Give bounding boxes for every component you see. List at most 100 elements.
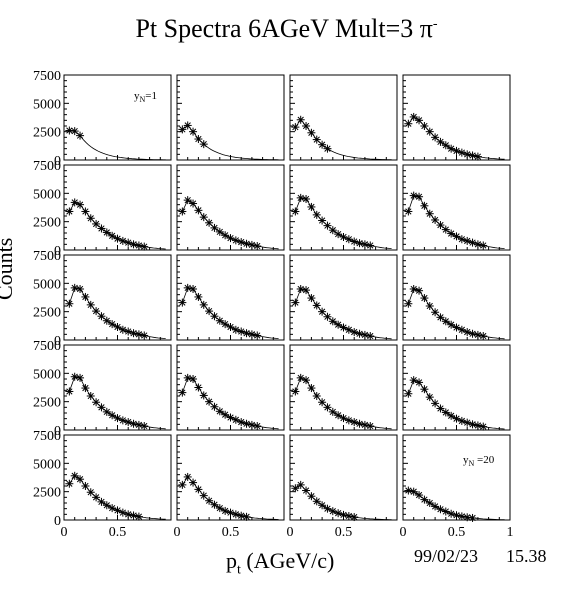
data-point <box>318 140 327 149</box>
data-point <box>237 418 246 427</box>
data-point <box>328 317 337 326</box>
panel-frame <box>289 434 398 521</box>
x-axis-label: pt (AGeV/c) <box>226 548 335 578</box>
data-point <box>307 202 316 211</box>
data-point <box>473 240 482 249</box>
data-point <box>210 223 219 232</box>
x-tick-label: 0 <box>400 525 407 540</box>
data-point <box>253 422 262 431</box>
panel-frame <box>63 74 172 161</box>
data-point <box>420 201 429 210</box>
data-point <box>334 230 343 239</box>
data-point <box>302 376 311 385</box>
data-point <box>312 135 321 144</box>
data-point <box>409 191 418 200</box>
data-point <box>215 227 224 236</box>
data-point <box>92 493 101 502</box>
data-point <box>97 497 106 506</box>
data-point <box>409 112 418 121</box>
data-point <box>312 392 321 400</box>
data-point <box>441 225 450 234</box>
y-tick-label: 7500 <box>33 159 61 174</box>
data-point <box>134 241 143 250</box>
data-point <box>92 398 101 407</box>
y-tick-label: 0 <box>54 514 61 529</box>
data-point <box>86 488 95 497</box>
data-point <box>189 199 198 208</box>
data-point <box>178 298 187 307</box>
data-point <box>134 420 143 429</box>
data-point <box>118 416 127 425</box>
data-point <box>350 237 359 246</box>
data-point <box>205 397 214 406</box>
data-point <box>457 235 466 244</box>
data-point <box>81 292 90 301</box>
data-point <box>463 513 472 522</box>
data-point <box>323 403 332 412</box>
data-point <box>70 471 79 480</box>
data-point <box>463 236 472 245</box>
data-point <box>452 414 461 423</box>
data-point <box>118 508 127 517</box>
panel-frame <box>176 74 285 161</box>
y-axis-label: Counts <box>0 237 17 300</box>
data-point <box>355 419 364 428</box>
data-point <box>425 209 434 218</box>
data-point <box>360 240 369 249</box>
data-point <box>129 419 138 428</box>
data-point <box>124 327 133 336</box>
data-point <box>302 486 311 495</box>
data-point <box>447 229 456 238</box>
data-point <box>420 495 429 504</box>
y-tick-label: 5000 <box>33 457 61 472</box>
data-point <box>194 135 203 144</box>
data-point <box>350 418 359 427</box>
data-point <box>194 485 203 494</box>
data-point <box>312 210 321 219</box>
data-point <box>415 286 424 295</box>
data-point <box>124 510 133 519</box>
data-point <box>425 499 434 507</box>
data-point <box>81 482 90 490</box>
y-tick-label: 2500 <box>33 306 61 321</box>
data-point <box>344 512 353 521</box>
x-tick-label: 0.5 <box>448 525 466 540</box>
data-point <box>355 239 364 248</box>
data-point <box>242 512 251 521</box>
data-point <box>215 316 224 325</box>
data-point <box>457 148 466 157</box>
data-point <box>199 140 208 149</box>
data-point <box>296 285 305 293</box>
data-point <box>323 221 332 230</box>
data-point <box>307 384 316 393</box>
y-tick-label: 5000 <box>33 97 61 112</box>
data-point <box>102 228 111 237</box>
data-point <box>302 195 311 203</box>
data-point <box>318 307 327 316</box>
data-point <box>210 312 219 321</box>
data-point <box>129 511 138 520</box>
data-point <box>189 478 198 487</box>
data-point <box>291 387 300 396</box>
data-point <box>366 332 375 341</box>
data-point <box>76 131 85 140</box>
data-point <box>436 313 445 322</box>
data-point <box>425 302 434 310</box>
data-point <box>210 500 219 509</box>
data-point <box>247 330 256 339</box>
data-point <box>65 207 74 216</box>
data-point <box>328 226 337 235</box>
data-point <box>183 283 192 292</box>
timestamp-date: 99/02/23 <box>414 546 479 566</box>
x-tick-label: 0.5 <box>109 525 127 540</box>
y-tick-label: 5000 <box>33 277 61 292</box>
data-point <box>247 420 256 429</box>
data-point <box>291 207 300 216</box>
data-point <box>404 299 413 308</box>
data-point <box>124 418 133 427</box>
data-point <box>307 128 316 137</box>
data-point <box>97 312 106 321</box>
data-point <box>242 419 251 428</box>
data-point <box>479 422 488 431</box>
